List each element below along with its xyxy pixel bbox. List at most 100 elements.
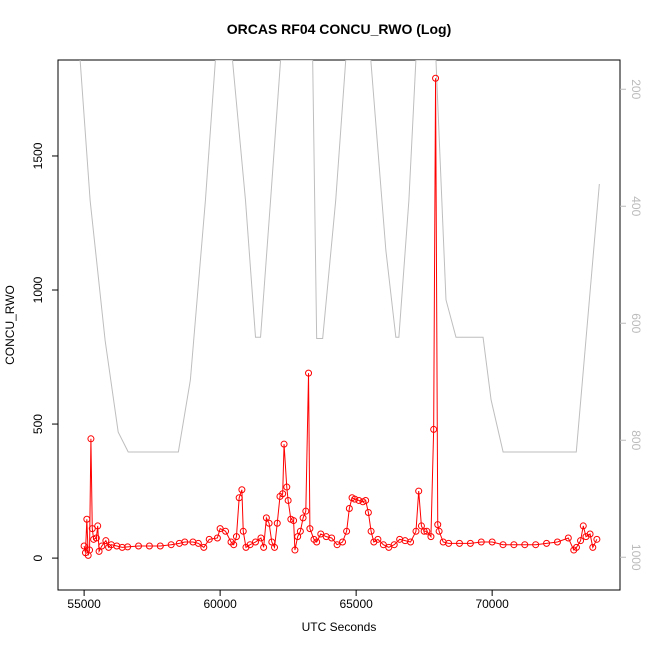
data-point <box>181 538 189 546</box>
data-point <box>102 537 110 545</box>
data-point <box>390 541 398 549</box>
data-point <box>124 543 132 551</box>
data-point <box>291 546 299 554</box>
data-point <box>290 517 298 525</box>
data-point <box>284 496 292 504</box>
data-point <box>385 543 393 551</box>
data-point <box>415 487 423 495</box>
data-point <box>87 435 95 443</box>
data-point <box>445 539 453 547</box>
data-point <box>268 538 276 546</box>
data-point <box>239 527 247 535</box>
data-point <box>355 496 363 504</box>
data-point <box>343 527 351 535</box>
data-point <box>543 539 551 547</box>
data-point <box>423 527 431 535</box>
data-point <box>279 490 287 498</box>
data-point <box>466 539 474 547</box>
data-point <box>420 527 428 535</box>
data-point <box>577 537 585 545</box>
data-point <box>435 527 443 535</box>
data-point <box>333 541 341 549</box>
data-point <box>156 542 164 550</box>
plot-box <box>57 59 621 591</box>
data-point <box>302 507 310 515</box>
data-point <box>564 534 572 542</box>
data-point <box>362 496 370 504</box>
data-point <box>145 542 153 550</box>
data-point <box>257 534 265 542</box>
x-tick-label: 65000 <box>339 597 373 611</box>
y2-tick-label: 600 <box>629 313 643 333</box>
data-point <box>430 425 438 433</box>
data-point <box>213 534 221 542</box>
data-point <box>345 505 353 513</box>
data-point <box>283 483 291 491</box>
x-axis-label: UTC Seconds <box>302 620 377 634</box>
data-point <box>251 538 259 546</box>
data-point <box>499 541 507 549</box>
data-point <box>88 525 96 533</box>
data-point <box>80 542 88 550</box>
series-line <box>79 60 600 453</box>
data-point <box>222 527 230 535</box>
data-point <box>294 533 302 541</box>
y-tick-label: 500 <box>31 414 45 434</box>
data-point <box>305 369 313 377</box>
data-point <box>379 541 387 549</box>
data-point <box>432 74 440 82</box>
data-point <box>317 530 325 538</box>
data-point <box>238 486 246 494</box>
data-point <box>296 527 304 535</box>
data-point <box>98 542 106 550</box>
y-axis-label: CONCU_RWO <box>3 285 17 365</box>
data-point <box>246 541 254 549</box>
x-tick-label: 60000 <box>203 597 237 611</box>
plot-area <box>79 60 601 559</box>
chart-title: ORCAS RF04 CONCU_RWO (Log) <box>227 21 452 37</box>
data-point <box>135 542 143 550</box>
data-point <box>306 525 314 533</box>
data-point <box>521 541 529 549</box>
y-tick-label: 1000 <box>31 276 45 303</box>
data-point <box>339 538 347 546</box>
data-point <box>235 494 243 502</box>
data-point <box>260 543 268 551</box>
data-point <box>280 440 288 448</box>
series-line <box>83 78 598 556</box>
data-point <box>579 522 587 530</box>
data-point <box>510 541 518 549</box>
data-point <box>586 530 594 538</box>
data-point <box>427 533 435 541</box>
y-tick-label: 0 <box>31 554 45 561</box>
data-point <box>200 543 208 551</box>
data-point <box>230 541 238 549</box>
data-point <box>374 535 382 543</box>
y-tick-label: 1500 <box>31 142 45 169</box>
data-point <box>589 543 597 551</box>
data-point <box>593 535 601 543</box>
x-tick-label: 70000 <box>475 597 509 611</box>
data-point <box>407 538 415 546</box>
data-point <box>412 527 420 535</box>
data-point <box>83 515 91 523</box>
data-point <box>273 519 281 527</box>
data-point <box>232 533 240 541</box>
y2-tick-label: 400 <box>629 196 643 216</box>
y2-tick-label: 800 <box>629 430 643 450</box>
y2-tick-label: 1000 <box>629 544 643 571</box>
data-point <box>553 538 561 546</box>
data-point <box>313 538 321 546</box>
data-point <box>262 514 270 522</box>
data-point <box>271 543 279 551</box>
data-point <box>351 495 359 503</box>
x-tick-label: 55000 <box>67 597 101 611</box>
data-point <box>95 547 103 555</box>
data-point <box>94 522 102 530</box>
data-point <box>364 509 372 517</box>
data-point <box>488 538 496 546</box>
data-point <box>417 522 425 530</box>
data-point <box>477 538 485 546</box>
data-point <box>572 543 580 551</box>
